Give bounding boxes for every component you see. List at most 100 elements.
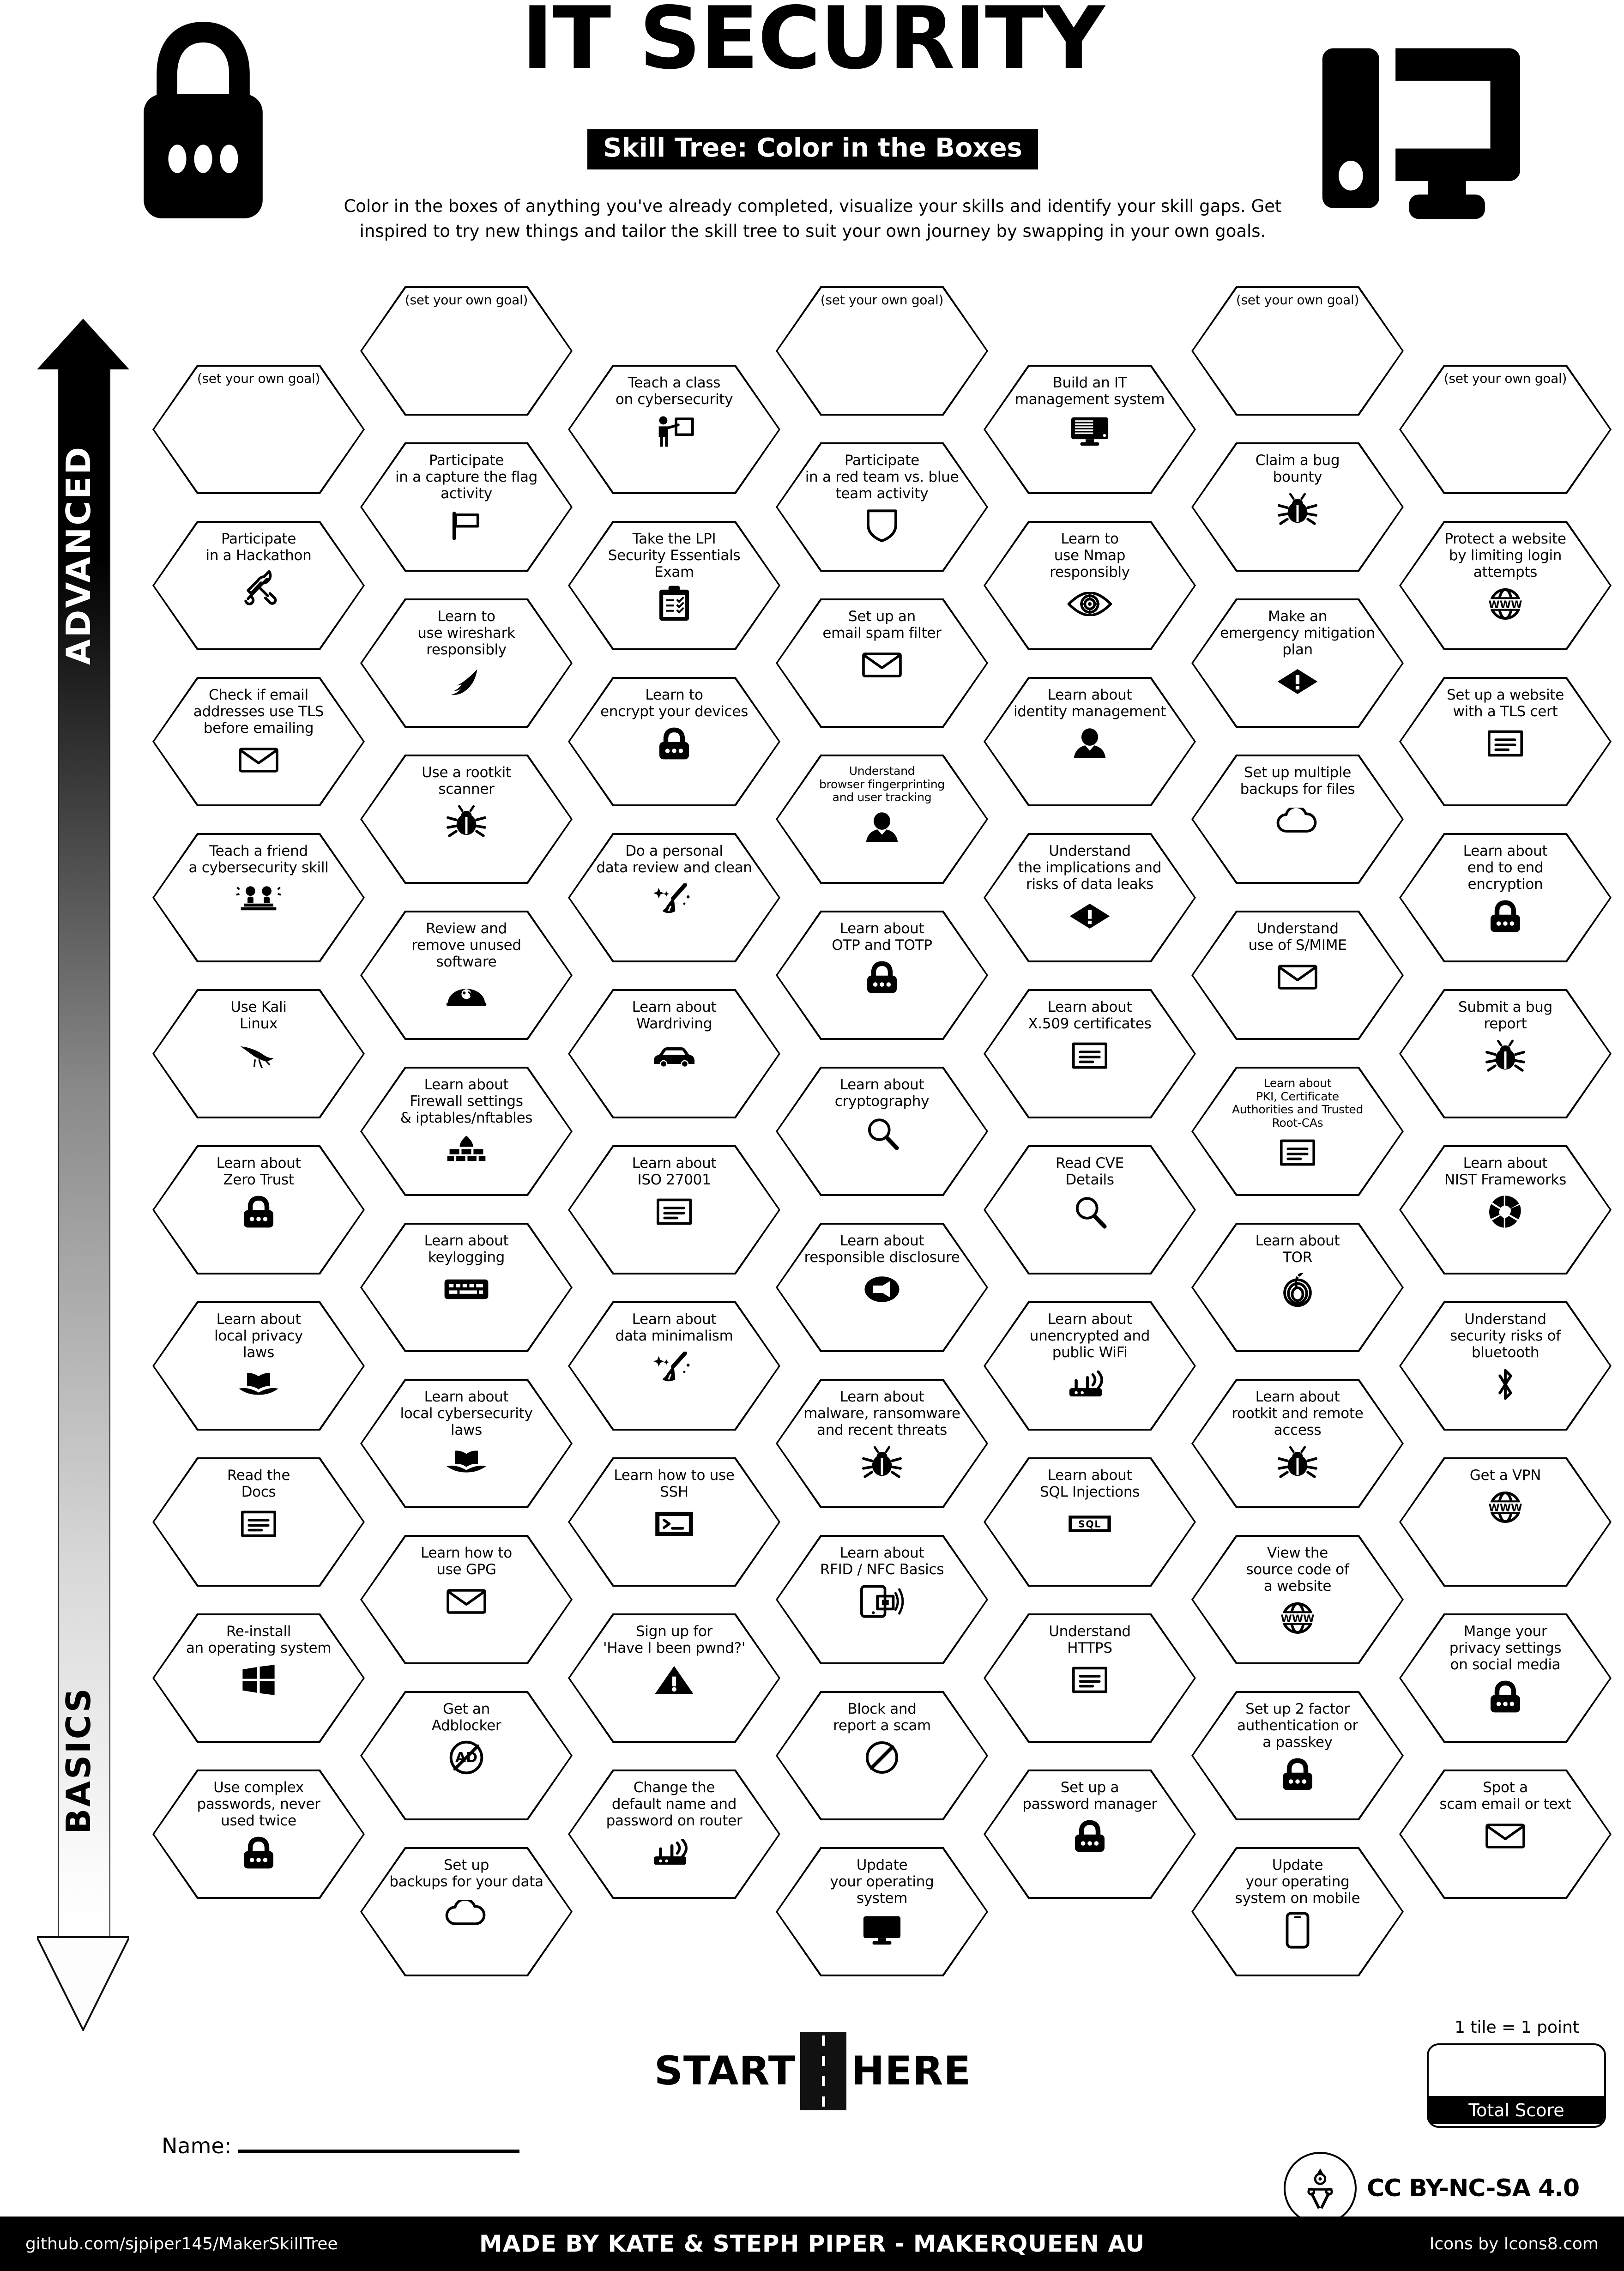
skill-hex-tile[interactable]: (set your own goal) (1191, 286, 1404, 416)
skill-hex-tile[interactable]: Update your operating system on mobile (1191, 1847, 1404, 1976)
skill-hex-tile[interactable]: Set up 2 factor authentication or a passke… (1191, 1691, 1404, 1820)
hex-fill (778, 1537, 986, 1662)
name-field-row[interactable]: Name: (162, 2133, 520, 2158)
skill-hex-tile[interactable]: Participate in a capture the flag activity (360, 442, 573, 572)
skill-hex-tile[interactable]: Read the Docs (152, 1457, 365, 1587)
skill-hex-tile[interactable]: Understand browser fingerprinting and user… (776, 755, 988, 884)
skill-hex-tile[interactable]: Learn about TOR (1191, 1223, 1404, 1352)
skill-hex-tile[interactable]: Learn about X.509 certificates (984, 989, 1196, 1118)
skill-hex-tile[interactable]: Participate in a Hackathon (152, 521, 365, 650)
skill-hex-tile[interactable]: Learn about rootkit and remote access (1191, 1379, 1404, 1508)
total-score-box[interactable]: Total Score (1427, 2043, 1606, 2128)
skill-hex-tile[interactable]: View the source code of a website WWW (1191, 1535, 1404, 1664)
skill-hex-tile[interactable]: Learn about ISO 27001 (568, 1145, 780, 1274)
hex-label: Use complex passwords, never used twice (197, 1779, 320, 1829)
warning-triangle-icon (568, 1661, 780, 1699)
skill-hex-tile[interactable]: Spot a scam email or text (1399, 1770, 1612, 1899)
skill-hex-tile[interactable]: Take the LPI Security Essentials Exam (568, 521, 780, 650)
hex-label: Set up multiple backups for files (1240, 764, 1355, 797)
hex-fill (1193, 600, 1402, 726)
skill-hex-tile[interactable]: Learn about unencrypted and public WiFi (984, 1301, 1196, 1431)
hex-fill (1193, 1849, 1402, 1975)
skill-hex-tile[interactable]: Teach a friend a cybersecurity skill (152, 833, 365, 962)
hex-content: Set up 2 factor authentication or a passke… (1191, 1691, 1404, 1820)
skill-hex-tile[interactable]: Make an emergency mitigation plan (1191, 598, 1404, 728)
skill-hex-tile[interactable]: Learn about cryptography (776, 1067, 988, 1196)
skill-hex-tile[interactable]: Set up an email spam filter (776, 598, 988, 728)
skill-hex-tile[interactable]: (set your own goal) (360, 286, 573, 416)
hex-fill (1193, 1381, 1402, 1506)
hex-content: Participate in a red team vs. blue team ac… (776, 442, 988, 572)
skill-hex-tile[interactable]: Use complex passwords, never used twice (152, 1770, 365, 1899)
skill-hex-tile[interactable]: Learn about identity management (984, 677, 1196, 806)
skill-hex-tile[interactable]: Learn about local privacy laws (152, 1301, 365, 1431)
skill-hex-tile[interactable]: Participate in a red team vs. blue team ac… (776, 442, 988, 572)
skill-hex-tile[interactable]: Learn about responsible disclosure (776, 1223, 988, 1352)
name-input-line[interactable] (238, 2150, 520, 2153)
skill-hex-tile[interactable]: Learn how to use GPG (360, 1535, 573, 1664)
skill-hex-tile[interactable]: Learn about malware, ransomware and recent… (776, 1379, 988, 1508)
skill-hex-tile[interactable]: Learn about data minimalism (568, 1301, 780, 1431)
skill-hex-tile[interactable]: Learn about Wardriving (568, 989, 780, 1118)
skill-hex-tile[interactable]: Block and report a scam (776, 1691, 988, 1820)
hex-content: Build an IT management system (984, 365, 1196, 494)
skill-hex-tile[interactable]: Learn about end to end encryption (1399, 833, 1612, 962)
skill-hex-tile[interactable]: Update your operating system (776, 1847, 988, 1976)
skill-hex-tile[interactable]: Read CVE Details (984, 1145, 1196, 1274)
hex-content: Submit a bug report (1399, 989, 1612, 1118)
hex-content: Change the default name and password on ro… (568, 1770, 780, 1899)
skill-hex-tile[interactable]: Learn about RFID / NFC Basics (776, 1535, 988, 1664)
skill-hex-tile[interactable]: Check if email addresses use TLS before em… (152, 677, 365, 806)
skill-hex-tile[interactable]: Learn about SQL Injections SQL (984, 1457, 1196, 1587)
skill-hex-tile[interactable]: Use a rootkit scanner (360, 755, 573, 884)
skill-hex-tile[interactable]: Understand security risks of bluetooth (1399, 1301, 1612, 1431)
skill-hex-tile[interactable]: Re-install an operating system (152, 1613, 365, 1743)
skill-hex-tile[interactable]: Learn about local cybersecurity laws (360, 1379, 573, 1508)
score-value-field[interactable] (1429, 2045, 1604, 2096)
hex-fill (1401, 1771, 1610, 1897)
hex-label: Understand use of S/MIME (1248, 920, 1347, 954)
skill-hex-tile[interactable]: Learn about Firewall settings & iptables/n… (360, 1067, 573, 1196)
hex-content: Learn about ISO 27001 (568, 1145, 780, 1274)
skill-hex-tile[interactable]: Learn about OTP and TOTP (776, 911, 988, 1040)
skill-hex-tile[interactable]: Teach a class on cybersecurity (568, 365, 780, 494)
skill-hex-tile[interactable]: Learn about PKI, Certificate Authorities a… (1191, 1067, 1404, 1196)
skill-hex-tile[interactable]: Use Kali Linux (152, 989, 365, 1118)
skill-hex-tile[interactable]: Understand HTTPS (984, 1613, 1196, 1743)
footer-repo-link[interactable]: github.com/sjpiper145/MakerSkillTree (25, 2234, 338, 2253)
skill-hex-tile[interactable]: Set up multiple backups for files (1191, 755, 1404, 884)
hex-content: Set up an email spam filter (776, 598, 988, 728)
skill-hex-tile[interactable]: (set your own goal) (1399, 365, 1612, 494)
footer-icons-credit[interactable]: Icons by Icons8.com (1429, 2234, 1599, 2253)
skill-hex-tile[interactable]: Learn to use Nmap responsibly (984, 521, 1196, 650)
skill-hex-tile[interactable]: Submit a bug report (1399, 989, 1612, 1118)
skill-hex-tile[interactable]: Build an IT management system (984, 365, 1196, 494)
skill-hex-tile[interactable]: Mange your privacy settings on social medi… (1399, 1613, 1612, 1743)
skill-hex-tile[interactable]: Understand use of S/MIME (1191, 911, 1404, 1040)
hex-content: Update your operating system on mobile (1191, 1847, 1404, 1976)
skill-hex-tile[interactable]: Do a personal data review and clean (568, 833, 780, 962)
skill-hex-tile[interactable]: (set your own goal) (776, 286, 988, 416)
skill-hex-tile[interactable]: Sign up for 'Have I been pwnd?' (568, 1613, 780, 1743)
hex-fill (362, 1381, 571, 1506)
skill-hex-tile[interactable]: Learn to use wireshark responsibly (360, 598, 573, 728)
hex-label: Learn about NIST Frameworks (1444, 1155, 1567, 1188)
skill-hex-tile[interactable]: Learn about NIST Frameworks (1399, 1145, 1612, 1274)
skill-hex-tile[interactable]: Set up a password manager (984, 1770, 1196, 1899)
skill-hex-tile[interactable]: Learn how to use SSH (568, 1457, 780, 1587)
hex-content: Learn about rootkit and remote access (1191, 1379, 1404, 1508)
skill-hex-tile[interactable]: Learn about keylogging (360, 1223, 573, 1352)
skill-hex-tile[interactable]: Learn about Zero Trust (152, 1145, 365, 1274)
skill-hex-tile[interactable]: (set your own goal) (152, 365, 365, 494)
skill-hex-tile[interactable]: Change the default name and password on ro… (568, 1770, 780, 1899)
skill-hex-tile[interactable]: Protect a website by limiting login attemp… (1399, 521, 1612, 650)
hex-content: Read the Docs (152, 1457, 365, 1587)
skill-hex-tile[interactable]: Learn to encrypt your devices (568, 677, 780, 806)
skill-hex-tile[interactable]: Set up backups for your data (360, 1847, 573, 1976)
skill-hex-tile[interactable]: Claim a bug bounty (1191, 442, 1404, 572)
skill-hex-tile[interactable]: Set up a website with a TLS cert (1399, 677, 1612, 806)
skill-hex-tile[interactable]: Review and remove unused software (360, 911, 573, 1040)
skill-hex-tile[interactable]: Understand the implications and risks of d… (984, 833, 1196, 962)
skill-hex-tile[interactable]: Get a VPN WWW (1399, 1457, 1612, 1587)
